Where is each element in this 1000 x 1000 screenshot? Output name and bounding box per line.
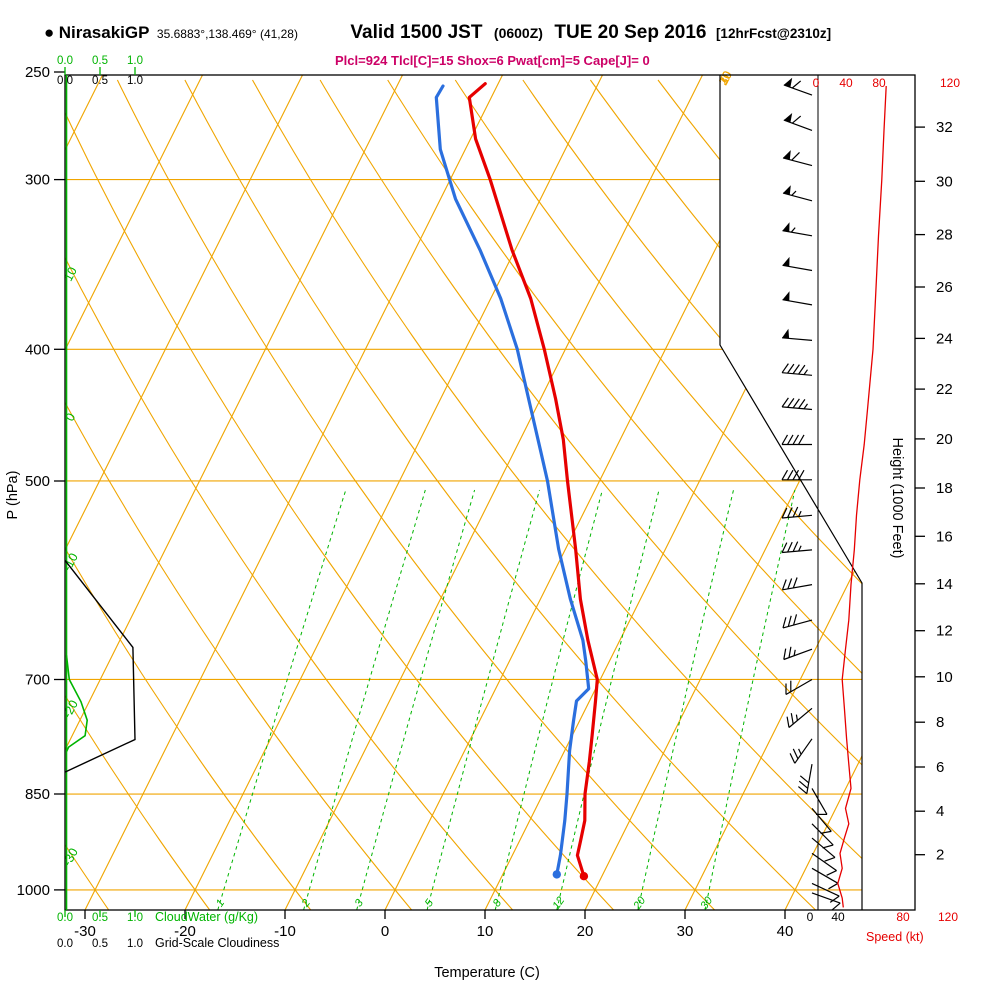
speed-tick-label: 0	[807, 910, 814, 924]
height-tick-label: 16	[936, 528, 953, 545]
cloudiness-axis-title: Grid-Scale Cloudiness	[155, 936, 279, 950]
generated-chart-layers: 1 2 3 5 8 12 20 300102030100-10-20-302503004005…	[17, 55, 961, 950]
cloudwater-scale-label: 0.0	[57, 55, 73, 67]
temperature-tick-label: 10	[477, 923, 494, 940]
pressure-tick-label: 300	[25, 172, 50, 189]
height-tick-label: 18	[936, 480, 953, 497]
cloudiness-scale-label: 0.5	[92, 938, 108, 950]
height-tick-label: 26	[936, 279, 953, 296]
cloudiness-scale-label: 0.0	[57, 75, 73, 87]
temperature-tick-label: 0	[381, 923, 389, 940]
station-name: NirasakiGP	[58, 23, 150, 42]
pressure-tick-label: 500	[25, 473, 50, 490]
height-tick-label: 28	[936, 227, 953, 244]
cloudwater-scale-label: 0.0	[57, 912, 73, 924]
temperature-tick-label: 20	[577, 923, 594, 940]
pressure-axis-title: P (hPa)	[5, 471, 21, 520]
skewt-grid	[65, 75, 862, 910]
dewpoint-trace	[434, 84, 591, 879]
valid-date: TUE 20 Sep 2016	[554, 22, 707, 43]
pressure-tick-label: 400	[25, 341, 50, 358]
forecast-tag: [12hrFcst@2310z]	[715, 26, 832, 41]
cloudiness-scale-label: 0.0	[57, 938, 73, 950]
height-tick-label: 8	[936, 714, 944, 731]
height-tick-label: 30	[936, 173, 953, 190]
wind-barb-column	[781, 77, 841, 911]
svg-text:12: 12	[550, 895, 567, 912]
speed-tick-label: 40	[831, 910, 845, 924]
station-coords: 35.6883°,138.469° (41,28)	[156, 27, 298, 41]
svg-text:10: 10	[716, 69, 735, 88]
height-tick-label: 2	[936, 847, 944, 864]
pressure-tick-label: 250	[25, 64, 50, 81]
plot-border	[64, 74, 916, 911]
temperature-axis-title: Temperature (C)	[434, 965, 540, 981]
cloudwater-scale-label: 0.5	[92, 912, 108, 924]
cloudwater-scale-label: 1.0	[127, 912, 143, 924]
speed-axis-title: Speed (kt)	[866, 930, 924, 944]
temperature-tick-label: -30	[74, 923, 96, 940]
speed-tick-label: 0	[813, 76, 820, 90]
pressure-tick-label: 1000	[17, 882, 50, 899]
height-tick-label: 32	[936, 119, 953, 136]
speed-tick-label: 40	[839, 76, 853, 90]
temperature-tick-label: -20	[174, 923, 196, 940]
cloudwater-scale-label: 1.0	[127, 55, 143, 67]
svg-text:1: 1	[214, 897, 227, 909]
cloudwater-axis-title: CloudWater (g/Kg)	[155, 910, 258, 924]
height-tick-label: 10	[936, 669, 953, 686]
svg-text:30: 30	[716, 69, 735, 88]
cloudiness-trace	[64, 559, 136, 773]
height-tick-label: 22	[936, 381, 953, 398]
cloudwater-scale-label: 0.5	[92, 55, 108, 67]
height-tick-label: 24	[936, 330, 953, 347]
temperature-tick-label: 40	[777, 923, 794, 940]
pressure-tick-label: 700	[25, 672, 50, 689]
cloudiness-scale-label: 0.5	[92, 75, 108, 87]
speed-tick-label: 120	[938, 910, 958, 924]
wind-speed-trace	[837, 85, 887, 908]
cloudiness-scale-label: 1.0	[127, 938, 143, 950]
temperature-trace	[467, 82, 599, 881]
svg-text:2: 2	[299, 897, 313, 910]
chart-header: ● NirasakiGP 35.6883°,138.469° (41,28) V…	[44, 22, 831, 44]
svg-text:3: 3	[353, 897, 367, 910]
speed-tick-label: 80	[896, 910, 910, 924]
valid-utc: (0600Z)	[493, 25, 543, 41]
height-tick-label: 6	[936, 759, 944, 776]
speed-tick-label: 120	[940, 76, 960, 90]
temperature-tick-label: -10	[274, 923, 296, 940]
svg-text:5: 5	[423, 897, 437, 910]
speed-tick-label: 80	[872, 76, 886, 90]
valid-time: Valid 1500 JST	[350, 22, 483, 43]
temperature-tick-label: 30	[677, 923, 694, 940]
height-tick-label: 14	[936, 576, 953, 593]
station-bullet-icon: ●	[44, 23, 55, 42]
height-tick-label: 12	[936, 623, 953, 640]
cloudwater-trace	[65, 75, 89, 910]
height-tick-label: 4	[936, 803, 944, 820]
svg-text:20: 20	[716, 69, 735, 88]
cloudiness-scale-label: 1.0	[127, 75, 143, 87]
pressure-tick-label: 850	[25, 786, 50, 803]
sounding-parameters: Plcl=924 Tlcl[C]=15 Shox=6 Pwat[cm]=5 Ca…	[335, 53, 650, 68]
height-axis-title: Height (1000 Feet)	[889, 438, 905, 559]
mixing-ratio-lines	[217, 489, 796, 910]
height-tick-label: 20	[936, 431, 953, 448]
